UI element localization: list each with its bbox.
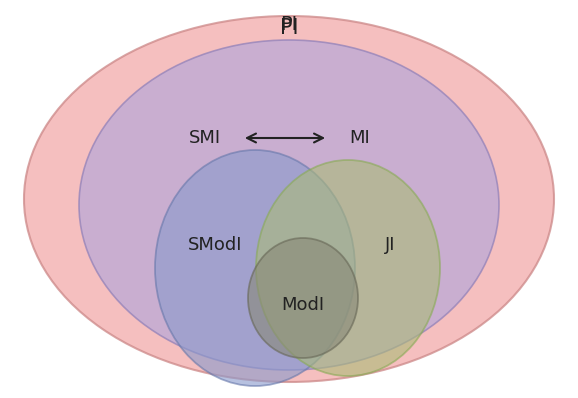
Ellipse shape	[24, 16, 554, 382]
Text: JI: JI	[385, 236, 395, 254]
Ellipse shape	[155, 150, 355, 386]
Text: SMI: SMI	[189, 129, 221, 147]
Text: PI: PI	[280, 16, 298, 35]
Ellipse shape	[248, 238, 358, 358]
Ellipse shape	[79, 40, 499, 370]
Ellipse shape	[256, 160, 440, 376]
Text: ModI: ModI	[281, 296, 325, 314]
Text: SModI: SModI	[188, 236, 242, 254]
Text: MI: MI	[350, 129, 370, 147]
Text: PI: PI	[280, 18, 298, 38]
